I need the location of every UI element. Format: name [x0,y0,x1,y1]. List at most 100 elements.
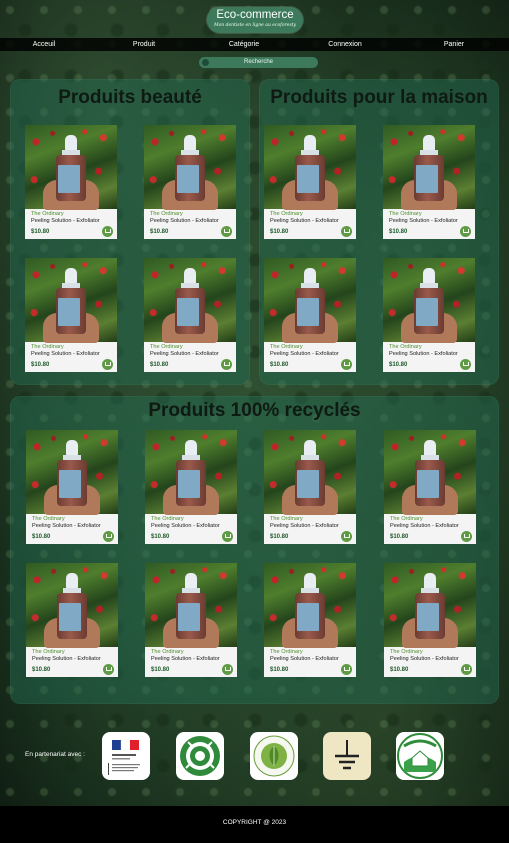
bottle-label [177,165,199,193]
product-card[interactable]: The Ordinary Peeling Solution - Exfoliat… [264,430,356,544]
product-card[interactable]: The Ordinary Peeling Solution - Exfoliat… [145,563,237,677]
product-name[interactable]: Peeling Solution - Exfoliator [150,218,219,224]
search-input[interactable]: Recherche [199,57,318,68]
add-to-cart-icon[interactable] [222,531,233,542]
product-name[interactable]: Peeling Solution - Exfoliator [150,351,219,357]
nav-item-connexion[interactable]: Connexion [328,41,362,48]
earth-ground-logo[interactable] [323,732,371,780]
bottle-neck [301,588,319,594]
product-name[interactable]: Peeling Solution - Exfoliator [32,656,101,662]
product-card[interactable]: The Ordinary Peeling Solution - Exfoliat… [264,125,356,239]
product-card[interactable]: The Ordinary Peeling Solution - Exfoliat… [264,258,356,372]
product-card[interactable]: The Ordinary Peeling Solution - Exfoliat… [383,125,475,239]
bottle-neck [181,283,199,289]
add-to-cart-icon[interactable] [103,531,114,542]
nav-item-produit[interactable]: Produit [132,41,156,48]
add-to-cart-icon[interactable] [222,664,233,675]
product-card[interactable]: The Ordinary Peeling Solution - Exfoliat… [384,430,476,544]
product-name[interactable]: Peeling Solution - Exfoliator [390,656,459,662]
product-name[interactable]: Peeling Solution - Exfoliator [389,218,458,224]
bottle-neck [63,588,81,594]
bottle-label [417,603,439,631]
product-image[interactable] [25,258,117,343]
product-price: $10.80 [389,229,408,235]
product-card[interactable]: The Ordinary Peeling Solution - Exfoliat… [144,125,236,239]
product-name[interactable]: Peeling Solution - Exfoliator [390,523,459,529]
product-name[interactable]: Peeling Solution - Exfoliator [31,351,100,357]
main-nav: Acceuil Produit Catégorie Connexion Pani… [0,38,509,51]
add-to-cart-icon[interactable] [221,226,232,237]
product-card[interactable]: The Ordinary Peeling Solution - Exfoliat… [264,563,356,677]
product-image[interactable] [384,563,476,648]
product-name[interactable]: Peeling Solution - Exfoliator [270,218,339,224]
bottle-neck [301,455,319,461]
product-brand: The Ordinary [270,344,303,350]
nav-item-categorie[interactable]: Catégorie [228,41,260,48]
product-brand: The Ordinary [389,211,422,217]
bottle-neck [181,150,199,156]
product-image[interactable] [26,430,118,515]
section-title: Produits pour la maison [270,87,488,108]
product-image[interactable] [25,125,117,210]
product-image[interactable] [383,125,475,210]
product-card[interactable]: The Ordinary Peeling Solution - Exfoliat… [384,563,476,677]
add-to-cart-icon[interactable] [102,359,113,370]
product-card[interactable]: The Ordinary Peeling Solution - Exfoliat… [144,258,236,372]
add-to-cart-icon[interactable] [460,226,471,237]
product-image[interactable] [264,258,356,343]
bottle-neck [63,455,81,461]
product-name[interactable]: Peeling Solution - Exfoliator [270,656,339,662]
product-image[interactable] [144,125,236,210]
product-image[interactable] [264,125,356,210]
ecolabel-logo[interactable] [250,732,298,780]
product-image[interactable] [383,258,475,343]
product-card[interactable]: The Ordinary Peeling Solution - Exfoliat… [383,258,475,372]
add-to-cart-icon[interactable] [341,359,352,370]
bottle-label [58,165,80,193]
bottle-neck [182,588,200,594]
product-name[interactable]: Peeling Solution - Exfoliator [32,523,101,529]
bottle-neck [420,283,438,289]
product-card[interactable]: The Ordinary Peeling Solution - Exfoliat… [26,430,118,544]
bottle-neck [421,455,439,461]
product-card[interactable]: The Ordinary Peeling Solution - Exfoliat… [25,125,117,239]
add-to-cart-icon[interactable] [221,359,232,370]
add-to-cart-icon[interactable] [103,664,114,675]
product-name[interactable]: Peeling Solution - Exfoliator [270,523,339,529]
site-logo[interactable]: Eco-commerce Mon dentiste en ligne au ec… [207,7,303,33]
dropper-cap [185,440,197,456]
add-to-cart-icon[interactable] [341,664,352,675]
product-card[interactable]: The Ordinary Peeling Solution - Exfoliat… [25,258,117,372]
dropper-cap [424,440,436,456]
bottle-label [417,470,439,498]
nav-item-panier[interactable]: Panier [443,41,465,48]
product-price: $10.80 [151,667,170,673]
product-name[interactable]: Peeling Solution - Exfoliator [151,656,220,662]
add-to-cart-icon[interactable] [102,226,113,237]
add-to-cart-icon[interactable] [341,226,352,237]
section-title: Produits 100% recyclés [148,400,361,421]
product-image[interactable] [264,430,356,515]
product-image[interactable] [145,563,237,648]
product-image[interactable] [145,430,237,515]
product-name[interactable]: Peeling Solution - Exfoliator [151,523,220,529]
product-brand: The Ordinary [150,344,183,350]
product-price: $10.80 [150,362,169,368]
product-card[interactable]: The Ordinary Peeling Solution - Exfoliat… [26,563,118,677]
add-to-cart-icon[interactable] [461,531,472,542]
product-name[interactable]: Peeling Solution - Exfoliator [389,351,458,357]
accueil-paysan-logo[interactable] [396,732,444,780]
add-to-cart-icon[interactable] [460,359,471,370]
product-name[interactable]: Peeling Solution - Exfoliator [270,351,339,357]
product-image[interactable] [264,563,356,648]
add-to-cart-icon[interactable] [461,664,472,675]
green-circle-logo[interactable] [176,732,224,780]
product-image[interactable] [144,258,236,343]
product-image[interactable] [26,563,118,648]
product-card[interactable]: The Ordinary Peeling Solution - Exfoliat… [145,430,237,544]
product-image[interactable] [384,430,476,515]
product-name[interactable]: Peeling Solution - Exfoliator [31,218,100,224]
nav-item-accueil[interactable]: Acceuil [32,41,56,48]
add-to-cart-icon[interactable] [341,531,352,542]
republique-francaise-logo[interactable] [102,732,150,780]
